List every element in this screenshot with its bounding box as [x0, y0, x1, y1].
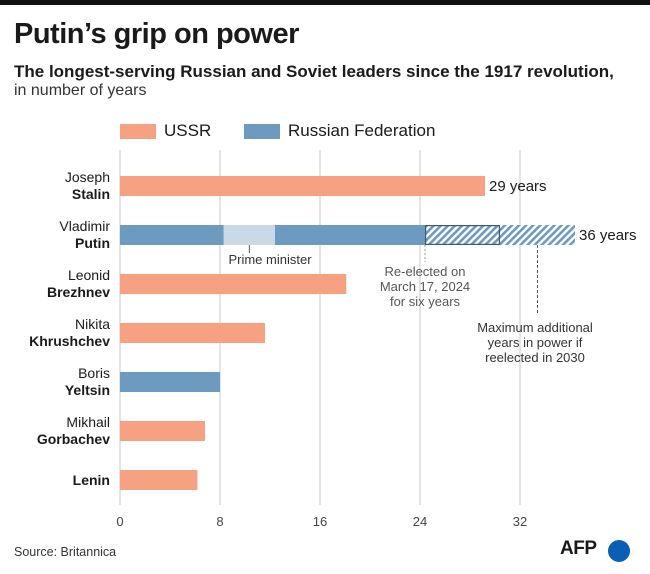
leader-last-name-lenin: Lenin [73, 472, 110, 488]
annotation-max-additional-line-1: Maximum additional [477, 320, 593, 335]
legend-label-ussr: USSR [164, 121, 212, 140]
leader-first-name-putin: Vladimir [59, 218, 110, 234]
afp-logo-dot [608, 540, 630, 562]
legend-swatch-ussr [120, 124, 156, 139]
leader-last-name-stalin: Stalin [72, 186, 110, 202]
x-tick-label-0: 0 [116, 514, 123, 529]
leader-last-name-putin: Putin [75, 235, 110, 251]
top-rule [0, 0, 650, 5]
bar-putin-segment-5 [500, 225, 575, 245]
x-tick-label-8: 8 [216, 514, 223, 529]
legend-label-russian-federation: Russian Federation [288, 121, 436, 140]
chart-subtitle-units: in number of years [14, 82, 147, 99]
annotation-reelected-line-3: for six years [390, 294, 461, 309]
annotation-max-additional-line-2: years in power if [488, 335, 583, 350]
bar-brezhnev-segment-1 [120, 274, 347, 294]
bar-yeltsin-segment-1 [120, 372, 220, 392]
chart-title: Putin’s grip on power [14, 18, 299, 50]
annotation-reelected-line-1: Re-elected on [385, 264, 466, 279]
legend-swatch-russian-federation [244, 124, 280, 139]
leader-first-name-stalin: Joseph [65, 169, 110, 185]
bar-putin-segment-1 [120, 225, 224, 245]
bar-khrushchev-segment-1 [120, 323, 265, 343]
value-label-putin: 36 years [579, 227, 637, 244]
x-tick-label-24: 24 [413, 514, 427, 529]
bar-putin-segment-3 [275, 225, 425, 245]
leader-last-name-khrushchev: Khrushchev [29, 333, 110, 349]
annotation-prime-minister: Prime minister [228, 252, 312, 267]
afp-logo-text: AFP [560, 538, 597, 559]
annotation-max-additional-line-3: reelected in 2030 [485, 350, 585, 365]
leader-last-name-brezhnev: Brezhnev [47, 284, 110, 300]
leader-first-name-khrushchev: Nikita [75, 316, 110, 332]
source-note: Source: Britannica [14, 545, 117, 559]
value-label-stalin: 29 years [489, 178, 547, 195]
bar-gorbachev-segment-1 [120, 421, 205, 441]
leader-first-name-yeltsin: Boris [78, 365, 110, 381]
annotation-reelected-line-2: March 17, 2024 [380, 279, 470, 294]
x-tick-label-16: 16 [313, 514, 327, 529]
bar-putin-segment-4 [425, 225, 501, 246]
chart-subtitle: The longest-serving Russian and Soviet l… [14, 62, 614, 81]
bar-stalin-segment-1 [120, 176, 485, 196]
bar-lenin-segment-1 [120, 470, 198, 490]
leader-last-name-gorbachev: Gorbachev [37, 431, 110, 447]
leader-last-name-yeltsin: Yeltsin [65, 382, 110, 398]
bar-putin-segment-2 [223, 225, 275, 245]
leader-first-name-gorbachev: Mikhail [66, 414, 110, 430]
x-tick-label-32: 32 [513, 514, 527, 529]
leader-first-name-brezhnev: Leonid [68, 267, 110, 283]
